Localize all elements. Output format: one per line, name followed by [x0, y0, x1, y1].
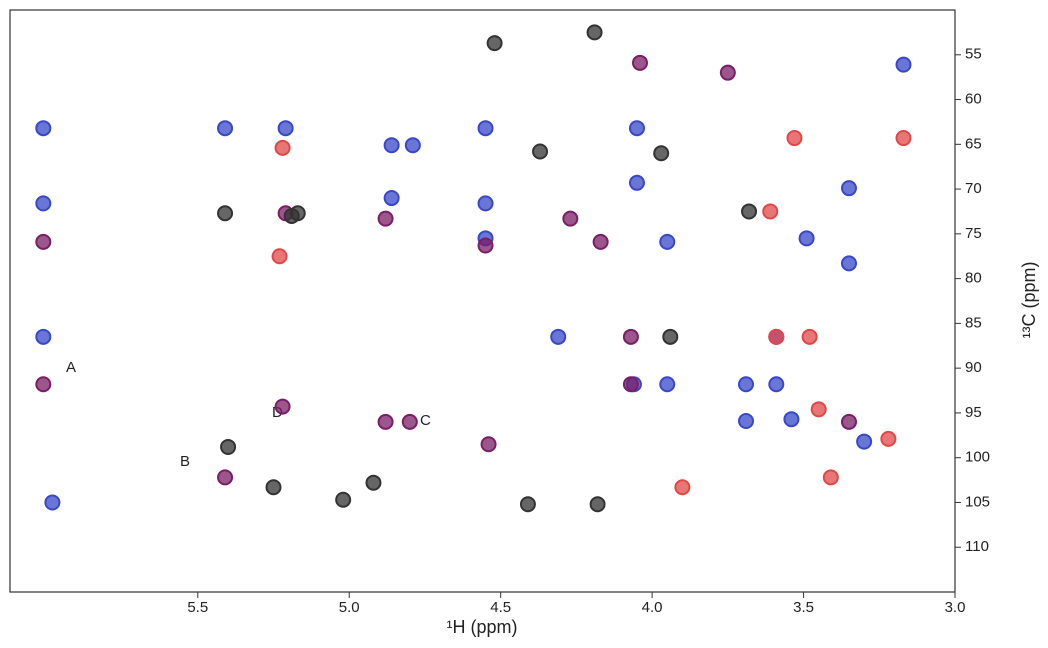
x-tick-label: 3.0 [945, 599, 966, 616]
annotation: A [66, 359, 76, 376]
peak [486, 35, 503, 52]
peak [840, 413, 857, 430]
peak [271, 248, 288, 265]
peak [477, 195, 494, 212]
y-tick-label: 55 [965, 46, 982, 63]
x-tick-label: 4.5 [490, 599, 511, 616]
peak [35, 195, 52, 212]
y-axis-label: ¹³C (ppm) [1019, 262, 1039, 339]
peak [628, 120, 645, 137]
peak [628, 174, 645, 191]
peak [840, 180, 857, 197]
plot-frame [9, 9, 956, 593]
peak [810, 401, 827, 418]
peak [662, 328, 679, 345]
peak [377, 210, 394, 227]
peak [719, 64, 736, 81]
y-tick-label: 100 [965, 449, 990, 466]
y-tick-label: 65 [965, 135, 982, 152]
peak [217, 205, 234, 222]
peak [622, 376, 639, 393]
peak [895, 130, 912, 147]
peak [35, 328, 52, 345]
annotation: C [420, 412, 431, 429]
peak [217, 120, 234, 137]
peak [477, 120, 494, 137]
annotation: B [180, 453, 190, 470]
y-tick-label: 95 [965, 404, 982, 421]
peak [404, 137, 421, 154]
peak [562, 210, 579, 227]
y-tick-label: 75 [965, 225, 982, 242]
peak [738, 412, 755, 429]
peak [653, 145, 670, 162]
y-tick-label: 70 [965, 180, 982, 197]
peak [822, 469, 839, 486]
peak [277, 120, 294, 137]
peak [659, 233, 676, 250]
peak [659, 376, 676, 393]
peak [632, 54, 648, 71]
peak [589, 496, 606, 513]
peak [880, 430, 897, 447]
peak [274, 139, 291, 156]
peak [895, 56, 912, 73]
peak [801, 328, 818, 345]
peak [377, 413, 394, 430]
peak [383, 137, 400, 154]
peak [550, 328, 567, 345]
x-tick-label: 4.0 [642, 599, 663, 616]
peak [274, 398, 291, 415]
peak [365, 474, 382, 491]
peak [674, 479, 691, 496]
peak [856, 433, 873, 450]
peak [480, 436, 497, 453]
peak [265, 479, 282, 496]
y-tick-label: 80 [965, 270, 982, 287]
x-tick-label: 5.5 [187, 599, 208, 616]
peak [786, 130, 803, 147]
peak [289, 205, 306, 222]
y-tick-label: 60 [965, 91, 982, 108]
y-tick-label: 110 [965, 538, 989, 555]
peak [383, 190, 400, 207]
peak [532, 143, 549, 160]
peak [477, 237, 494, 254]
peak [738, 376, 755, 393]
x-axis-label: ¹H (ppm) [447, 617, 518, 637]
x-tick-label: 3.5 [793, 599, 814, 616]
peak [401, 413, 418, 430]
peak [335, 491, 352, 508]
peak [35, 376, 52, 393]
peak [44, 494, 61, 511]
peak [35, 233, 52, 250]
peak [592, 233, 609, 250]
peak [840, 255, 857, 272]
peak [741, 203, 758, 220]
peak [35, 120, 52, 137]
peak [217, 469, 234, 486]
peak [586, 24, 603, 41]
y-tick-label: 90 [965, 359, 982, 376]
peak [519, 496, 536, 513]
y-tick-label: 105 [965, 493, 990, 510]
peak [768, 328, 785, 345]
peak [783, 411, 800, 428]
peak [220, 438, 237, 455]
peak [762, 203, 779, 220]
peak [798, 230, 815, 247]
y-tick-label: 85 [965, 314, 982, 331]
peak [622, 328, 639, 345]
peak [768, 376, 785, 393]
x-tick-label: 5.0 [339, 599, 360, 616]
